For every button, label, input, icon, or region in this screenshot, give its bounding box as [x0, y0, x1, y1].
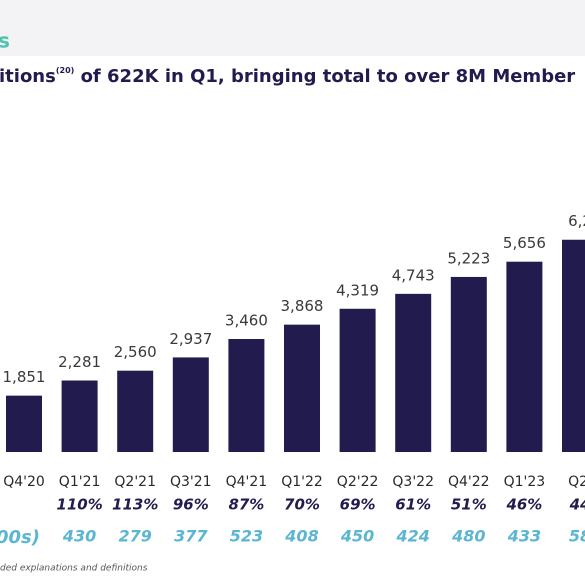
bar: [6, 395, 42, 452]
additions-label: 450: [340, 527, 374, 546]
bar: [395, 293, 432, 452]
bar: [284, 324, 320, 452]
title-rest: of 622K in Q1, bringing total to over 8M…: [74, 66, 575, 87]
x-tick-label: Q4'21: [226, 474, 268, 490]
value-label: 6,2: [568, 212, 585, 230]
bar: [117, 370, 154, 452]
growth-label: 44: [569, 496, 585, 514]
bar: [450, 276, 487, 452]
value-label: 2,937: [169, 330, 212, 348]
additions-label: 377: [174, 527, 208, 546]
header-band: [0, 0, 585, 56]
bar: [228, 339, 265, 452]
value-label: 4,743: [392, 266, 435, 284]
x-tick-label: Q4'20: [3, 474, 45, 490]
x-tick-label: Q2'21: [114, 474, 156, 490]
growth-label: 69%: [340, 496, 376, 514]
additions-label: 279: [118, 527, 151, 546]
additions-label: 433: [507, 527, 541, 546]
growth-label: 113%: [112, 496, 158, 514]
x-tick-label: Q3'22: [392, 474, 434, 490]
title-start: itions: [0, 66, 56, 87]
footnote: ded explanations and definitions: [0, 564, 148, 574]
title-note: (20): [56, 66, 74, 75]
additions-label: 523: [230, 527, 263, 546]
bar: [61, 380, 98, 452]
growth-label: 87%: [228, 496, 264, 514]
additions-label: 424: [395, 527, 429, 546]
value-label: 2,560: [114, 343, 157, 361]
x-tick-label: Q1'22: [281, 474, 323, 490]
value-label: 1,851: [3, 368, 46, 386]
additions-label: 430: [62, 527, 96, 546]
growth-label: 46%: [505, 496, 542, 514]
bar: [562, 239, 585, 452]
growth-label: 110%: [56, 496, 102, 514]
bar: [506, 261, 543, 452]
growth-label: 70%: [284, 496, 320, 514]
x-tick-label: Q4'22: [448, 474, 490, 490]
x-tick-label: Q3'21: [170, 474, 212, 490]
growth-label: 96%: [173, 496, 209, 514]
x-tick-label: Q1'23: [504, 474, 546, 490]
additions-row-label: 00s): [0, 527, 40, 548]
x-tick-label: Q2'22: [337, 474, 379, 490]
bar: [339, 308, 376, 452]
additions-label: 480: [451, 527, 485, 546]
value-label: 4,319: [336, 281, 379, 299]
growth-label: 51%: [451, 496, 487, 514]
growth-label: 61%: [395, 496, 431, 514]
additions-label: 408: [284, 527, 318, 546]
header-tag: s: [0, 29, 10, 53]
value-label: 5,223: [447, 249, 490, 267]
additions-label: 58: [569, 527, 585, 546]
x-tick-label: Q2': [568, 474, 585, 490]
value-label: 2,281: [58, 353, 101, 371]
x-tick-label: Q1'21: [59, 474, 101, 490]
bar: [172, 357, 209, 452]
chart-title: itions(20) of 622K in Q1, bringing total…: [0, 66, 575, 88]
value-label: 3,460: [225, 312, 268, 330]
value-label: 5,656: [503, 234, 546, 252]
value-label: 3,868: [281, 297, 324, 315]
